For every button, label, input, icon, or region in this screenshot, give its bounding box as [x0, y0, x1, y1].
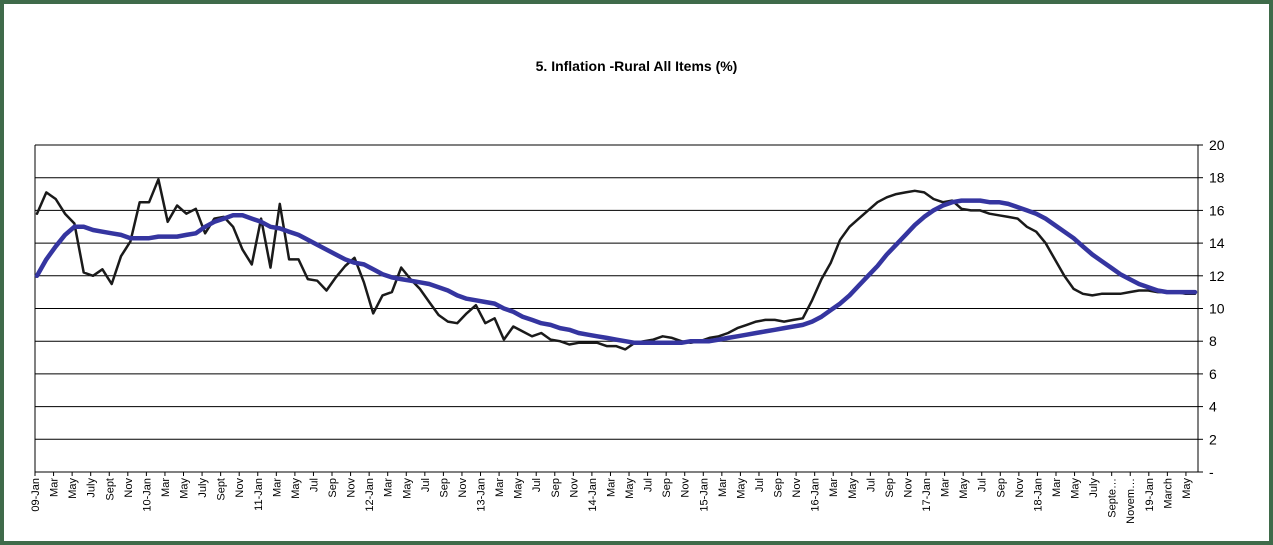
y-tick-label: 18 — [1209, 170, 1225, 186]
y-tick-label: 20 — [1209, 137, 1225, 153]
y-axis-ticks: - 2 4 6 8 10 12 14 16 18 20 — [1198, 137, 1225, 480]
x-tick-label: Nov — [346, 478, 358, 498]
x-tick-label: May — [401, 478, 413, 499]
y-tick-label: 12 — [1209, 268, 1225, 284]
series-line-trend — [34, 198, 1198, 346]
x-tick-label: 09-Jan — [30, 478, 42, 512]
x-tick-label: 19-Jan — [1144, 478, 1156, 512]
chart-title: 5. Inflation -Rural All Items (%) — [535, 58, 738, 74]
x-tick-label: May — [1181, 478, 1193, 499]
x-tick-label: Mar — [828, 478, 840, 497]
series-line-monthly — [35, 178, 1197, 351]
x-tick-label: Nov — [234, 478, 246, 498]
x-tick-label: Sep — [773, 478, 785, 498]
x-tick-label: Mar — [605, 478, 617, 497]
series-lines — [34, 178, 1198, 351]
x-tick-label: May — [513, 478, 525, 499]
x-tick-label: Sep — [438, 478, 450, 498]
x-tick-label: Sep — [995, 478, 1007, 498]
y-tick-label: - — [1209, 464, 1214, 480]
x-tick-label: 11-Jan — [253, 478, 265, 511]
x-tick-label: 17-Jan — [921, 478, 933, 512]
x-tick-label: March — [1162, 478, 1174, 509]
x-tick-label: Jul — [754, 478, 766, 492]
x-tick-label: Mar — [494, 478, 506, 497]
y-tick-label: 4 — [1209, 399, 1217, 415]
x-tick-label: July — [197, 478, 209, 498]
x-tick-label: Sep — [327, 478, 339, 498]
x-tick-label: May — [290, 478, 302, 499]
x-tick-label: Mar — [383, 478, 395, 497]
y-tick-label: 2 — [1209, 431, 1217, 447]
x-tick-label: 16-Jan — [810, 478, 822, 512]
x-tick-label: Sep — [550, 478, 562, 498]
x-tick-label: Nov — [123, 478, 135, 498]
x-tick-label: Nov — [680, 478, 692, 498]
y-tick-label: 14 — [1209, 235, 1225, 251]
x-tick-label: May — [847, 478, 859, 499]
x-tick-label: Jul — [531, 478, 543, 492]
y-tick-label: 6 — [1209, 366, 1217, 382]
x-tick-label: July — [1088, 478, 1100, 498]
x-tick-label: Jul — [308, 478, 320, 492]
x-tick-label: May — [624, 478, 636, 499]
x-tick-label: Nov — [457, 478, 469, 498]
x-tick-label: May — [958, 478, 970, 499]
x-tick-label: Jul — [977, 478, 989, 492]
x-tick-label: Sep — [884, 478, 896, 498]
x-tick-label: Mar — [271, 478, 283, 497]
x-tick-label: Sept — [216, 478, 228, 501]
y-tick-label: 16 — [1209, 202, 1225, 218]
x-tick-label: May — [735, 478, 747, 499]
y-tick-label: 8 — [1209, 333, 1217, 349]
x-tick-label: 13-Jan — [476, 478, 488, 512]
x-tick-label: Mar — [717, 478, 729, 497]
x-tick-label: Nov — [902, 478, 914, 498]
x-tick-label: Nov — [568, 478, 580, 498]
x-tick-label: May — [179, 478, 191, 499]
x-tick-label: Sept — [104, 478, 116, 501]
x-tick-label: 18-Jan — [1032, 478, 1044, 512]
x-tick-label: July — [86, 478, 98, 498]
x-axis-ticks: 09-Jan Mar May July Sept Nov 10-Jan Mar May July S… — [30, 472, 1193, 524]
x-tick-label: May — [67, 478, 79, 499]
x-tick-label: Mar — [49, 478, 61, 497]
x-tick-label: 14-Jan — [587, 478, 599, 512]
x-tick-label: Jul — [643, 478, 655, 492]
x-tick-label: 12-Jan — [364, 478, 376, 512]
x-tick-label: May — [1070, 478, 1082, 499]
x-tick-label: 15-Jan — [698, 478, 710, 512]
x-tick-label: Novem… — [1125, 478, 1137, 524]
x-tick-label: Mar — [160, 478, 172, 497]
y-tick-label: 10 — [1209, 301, 1225, 317]
x-tick-label: 10-Jan — [141, 478, 153, 512]
gridlines — [35, 144, 1198, 440]
x-tick-label: Septe… — [1107, 478, 1119, 518]
x-tick-label: Nov — [1014, 478, 1026, 498]
x-tick-label: Mar — [1051, 478, 1063, 497]
x-tick-label: Sep — [661, 478, 673, 498]
x-tick-label: Jul — [420, 478, 432, 492]
x-tick-label: Nov — [791, 478, 803, 498]
x-tick-label: Mar — [940, 478, 952, 497]
x-tick-label: Jul — [865, 478, 877, 492]
